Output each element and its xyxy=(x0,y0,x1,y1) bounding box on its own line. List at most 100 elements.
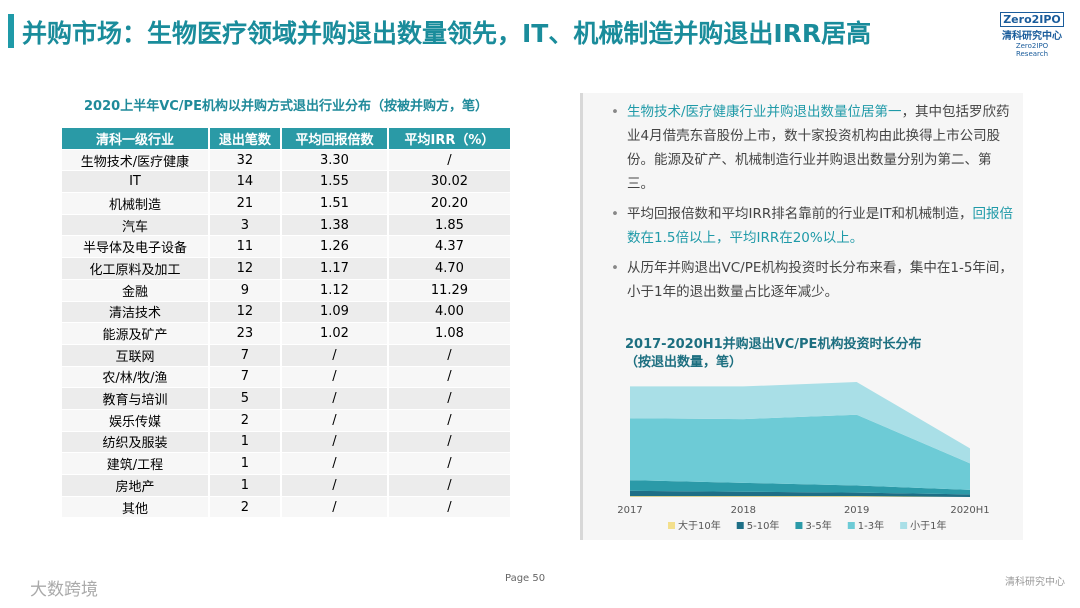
legend-swatch xyxy=(668,522,675,529)
cell: 2 xyxy=(209,496,280,518)
row: 教育与培训 5// xyxy=(62,388,510,409)
cell: 半导体及电子设备 xyxy=(62,236,208,258)
chart: 2017-2020H1并购退出VC/PE机构投资时长分布 （按退出数量，笔） 201… xyxy=(617,336,989,532)
cell: 化工原料及加工 xyxy=(62,258,208,279)
header-cell: 平均IRR（%） xyxy=(388,128,510,149)
cell: 能源及矿产 xyxy=(62,323,208,344)
cell: / xyxy=(281,344,387,366)
cell: 21 xyxy=(209,193,280,214)
cell: 3.30 xyxy=(281,149,387,171)
cell: 机械制造 xyxy=(62,193,208,214)
cell: 1.38 xyxy=(281,214,387,236)
cell: 11.29 xyxy=(388,279,510,301)
logo-mark: Zero2IPO xyxy=(1000,12,1064,27)
legend-label: 3-5年 xyxy=(805,519,831,532)
cell: 其他 xyxy=(62,496,208,518)
page-number: Page 50 xyxy=(505,573,546,584)
chart-title: 2017-2020H1并购退出VC/PE机构投资时长分布 xyxy=(625,336,921,352)
bullet: 平均回报倍数和平均IRR排名靠前的行业是IT和机械制造，回报倍数在1.5倍以上，… xyxy=(607,202,1017,250)
cell: 20.20 xyxy=(388,193,510,214)
row: 汽车 3 1.38 1.85 xyxy=(62,214,510,236)
cell: 房地产 xyxy=(62,475,208,496)
area xyxy=(630,480,970,495)
bullet-text: 生物技术/医疗健康行业并购退出数量位居第一 xyxy=(627,104,902,120)
cell: 12 xyxy=(209,258,280,279)
legend-label: 5-10年 xyxy=(747,519,780,532)
legend-swatch xyxy=(795,522,803,529)
bullet-text: 平均回报倍数和平均IRR排名靠前的行业是IT和机械制造， xyxy=(627,206,973,222)
cell: 2 xyxy=(209,409,280,431)
cell: / xyxy=(281,475,387,496)
cell: 娱乐传媒 xyxy=(62,409,208,431)
cell: IT xyxy=(62,171,208,193)
row: 清洁技术 12 1.09 4.00 xyxy=(62,301,510,323)
cell: 农/林/牧/渔 xyxy=(62,366,208,388)
cell: 1.17 xyxy=(281,258,387,279)
cell: 5 xyxy=(209,388,280,409)
header-cell: 清科一级行业 xyxy=(62,128,208,149)
cell: / xyxy=(388,453,510,474)
cell: / xyxy=(281,388,387,409)
area xyxy=(630,490,970,497)
cell: 7 xyxy=(209,366,280,388)
cell: / xyxy=(281,453,387,474)
row: 互联网 7// xyxy=(62,344,510,366)
header-row: 清科一级行业 退出笔数 平均回报倍数 平均IRR（%） xyxy=(62,128,510,149)
bullet-text: 从历年并购退出VC/PE机构投资时长分布来看，集中在1-5年间，小于1年的退出数… xyxy=(627,260,1013,300)
legend-label: 1-3年 xyxy=(858,519,884,532)
cell: 23 xyxy=(209,323,280,344)
cell: 1.08 xyxy=(388,323,510,344)
x-tick-label: 2018 xyxy=(731,505,756,516)
row: 机械制造 21 1.51 20.20 xyxy=(62,193,510,214)
area xyxy=(630,414,970,490)
x-tick-label: 2020H1 xyxy=(950,505,989,516)
row: 农/林/牧/渔 7// xyxy=(62,366,510,388)
cell: / xyxy=(281,431,387,453)
cell: 1 xyxy=(209,453,280,474)
cell: 9 xyxy=(209,279,280,301)
bullet-text: 回报倍数在1.5倍以上，平均IRR在20%以上。 xyxy=(627,206,1013,246)
row: 建筑/工程 1// xyxy=(62,453,510,474)
cell: 1.09 xyxy=(281,301,387,323)
cell: / xyxy=(388,496,510,518)
cell: 7 xyxy=(209,344,280,366)
cell: 12 xyxy=(209,301,280,323)
title: 并购市场：生物医疗领域并购退出数量领先，IT、机械制造并购退出IRR居高 xyxy=(22,19,872,48)
cell: 1.26 xyxy=(281,236,387,258)
logo: Zero2IPO 清科研究中心 Zero2IPO Research xyxy=(1000,12,1064,58)
cell: 4.00 xyxy=(388,301,510,323)
cell: / xyxy=(388,149,510,171)
row: 金融 9 1.12 11.29 xyxy=(62,279,510,301)
cell: 1.85 xyxy=(388,214,510,236)
cell: / xyxy=(281,496,387,518)
cell: / xyxy=(281,366,387,388)
brand: 大数跨境 xyxy=(30,580,98,600)
cell: 汽车 xyxy=(62,214,208,236)
row: 娱乐传媒 2// xyxy=(62,409,510,431)
cell: / xyxy=(388,409,510,431)
row: 生物技术/医疗健康 32 3.30/ xyxy=(62,149,510,171)
bullet: 生物技术/医疗健康行业并购退出数量位居第一，其中包括罗欣药业4月借壳东音股份上市… xyxy=(607,100,1017,196)
cell: 14 xyxy=(209,171,280,193)
cell: 教育与培训 xyxy=(62,388,208,409)
legend-label: 小于1年 xyxy=(910,519,946,532)
legend-swatch xyxy=(847,522,855,529)
cell: 金融 xyxy=(62,279,208,301)
row: 能源及矿产 23 1.02 1.08 xyxy=(62,323,510,344)
chart-subtitle: （按退出数量，笔） xyxy=(625,354,742,370)
cell: / xyxy=(388,366,510,388)
cell: 纺织及服装 xyxy=(62,431,208,453)
bullet-text: ，其中包括罗欣药业4月借壳东音股份上市，数十家投资机构由此换得上市公司股份。能源… xyxy=(627,104,1010,192)
cell: 1 xyxy=(209,431,280,453)
x-tick-label: 2019 xyxy=(844,505,869,516)
x-tick-label: 2017 xyxy=(617,505,642,516)
cell: 建筑/工程 xyxy=(62,453,208,474)
title-bar xyxy=(8,14,14,48)
cell: 4.37 xyxy=(388,236,510,258)
area xyxy=(630,382,970,464)
cell: 32 xyxy=(209,149,280,171)
logo-cn: 清科研究中心 xyxy=(1002,31,1062,42)
cell: 1.02 xyxy=(281,323,387,344)
legend-swatch xyxy=(736,522,744,529)
